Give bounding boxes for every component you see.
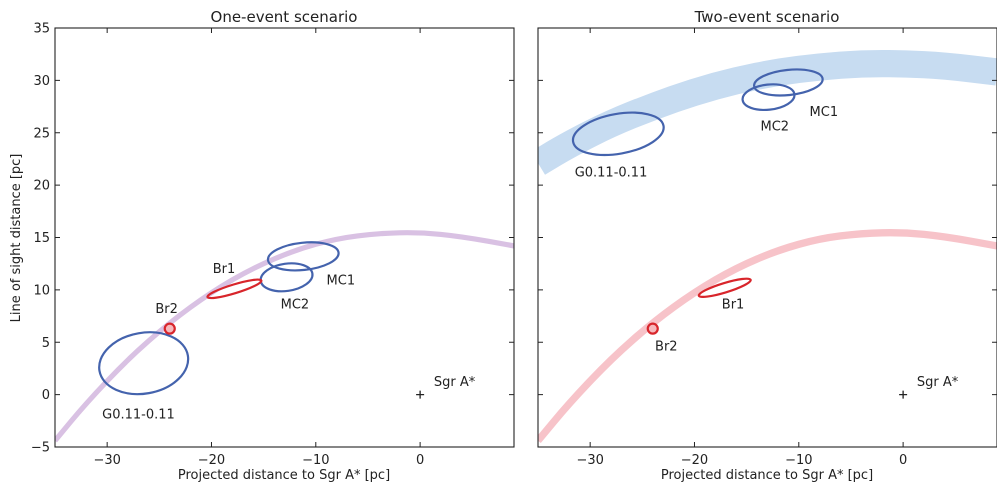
marker-label: Sgr A* — [917, 375, 959, 390]
y-tick-label: 25 — [33, 126, 50, 141]
feature-ellipse — [206, 278, 263, 300]
feature-ellipse — [697, 277, 752, 299]
cloud-label: MC2 — [281, 298, 310, 313]
plot-area — [538, 50, 997, 444]
sgr-a-marker — [416, 390, 425, 399]
y-tick-label: 5 — [42, 336, 50, 351]
cloud-label: MC2 — [761, 120, 790, 135]
x-tick-label: −30 — [576, 453, 603, 468]
cloud-label: MC1 — [327, 274, 356, 289]
x-tick-label: 0 — [416, 453, 424, 468]
y-tick-label: 15 — [33, 231, 50, 246]
x-tick-label: −20 — [681, 453, 708, 468]
marker-label: Sgr A* — [434, 375, 476, 390]
feature-circle — [163, 322, 176, 335]
cloud-ellipse — [259, 262, 314, 293]
cloud-label: MC1 — [810, 105, 839, 120]
cloud-label: G0.11-0.11 — [102, 408, 175, 423]
feature-label: Br2 — [155, 302, 178, 317]
cloud-ellipse — [571, 111, 665, 157]
panel-one-event: One-event scenario Projected distance to… — [9, 8, 515, 483]
y-tick-label: 10 — [33, 283, 50, 298]
distance-band — [55, 230, 514, 443]
x-axis-label: Projected distance to Sgr A* [pc] — [661, 468, 873, 483]
y-axis-label: Line of sight distance [pc] — [9, 154, 24, 323]
panel-two-event: Two-event scenario Projected distance to… — [537, 8, 997, 483]
cloud-ellipse — [266, 241, 340, 272]
y-tick-label: 0 — [42, 388, 50, 403]
feature-circle — [646, 322, 659, 335]
distance-band — [538, 50, 997, 175]
sgr-a-marker — [899, 390, 908, 399]
feature-label: Br1 — [722, 298, 745, 313]
y-tick-label: 20 — [33, 179, 50, 194]
x-tick-label: −10 — [302, 453, 329, 468]
cloud-label: G0.11-0.11 — [575, 166, 648, 181]
plot-area — [55, 230, 514, 443]
cloud-ellipse — [753, 68, 824, 97]
x-tick-label: −30 — [93, 453, 120, 468]
feature-label: Br1 — [213, 262, 236, 277]
x-tick-label: −10 — [785, 453, 812, 468]
x-tick-label: −20 — [198, 453, 225, 468]
distance-band — [538, 229, 997, 444]
y-tick-label: 35 — [33, 22, 50, 37]
feature-label: Br2 — [655, 340, 678, 355]
y-tick-label: −5 — [31, 441, 50, 456]
x-tick-label: 0 — [899, 453, 907, 468]
cloud-ellipse — [98, 331, 190, 396]
y-tick-label: 30 — [33, 74, 50, 89]
panel-title: Two-event scenario — [694, 8, 840, 26]
panel-title: One-event scenario — [211, 8, 358, 26]
x-axis-label: Projected distance to Sgr A* [pc] — [178, 468, 390, 483]
